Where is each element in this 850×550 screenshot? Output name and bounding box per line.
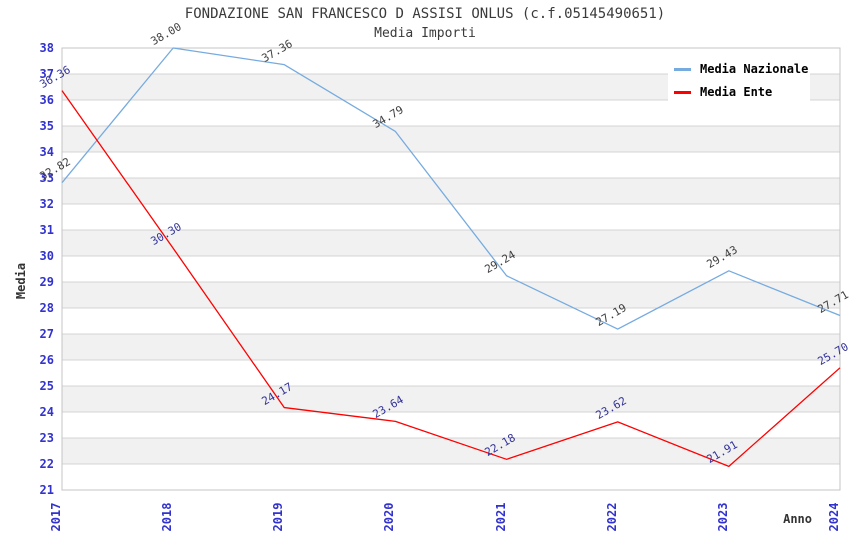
x-tick-label: 2023 [715, 502, 730, 532]
legend-label-media-nazionale: Media Nazionale [700, 62, 809, 76]
plot-band [62, 438, 840, 464]
plot-band [62, 282, 840, 308]
plot-band [62, 386, 840, 412]
y-tick-label: 26 [39, 353, 54, 367]
media-ente-line-marker [674, 90, 691, 94]
legend-item-media-nazionale: Media Nazionale [668, 58, 810, 80]
y-tick-label: 34 [39, 145, 54, 159]
plot-band [62, 230, 840, 256]
y-tick-label: 30 [39, 249, 54, 263]
y-tick-label: 36 [39, 93, 54, 107]
series-line-media-nazionale [61, 47, 841, 330]
y-tick-label: 21 [39, 483, 54, 497]
y-tick-label: 29 [39, 275, 54, 289]
x-tick-label: 2017 [49, 502, 63, 532]
plot-band [62, 126, 840, 152]
x-tick-label: 2021 [493, 502, 508, 532]
x-axis-title: Anno [783, 512, 812, 526]
y-tick-label: 27 [39, 327, 54, 341]
y-tick-label: 24 [39, 405, 54, 419]
y-tick-label: 23 [39, 431, 54, 445]
y-tick-label: 22 [39, 457, 54, 471]
chart-subtitle: Media Importi [374, 26, 476, 41]
x-tick-label: 2019 [271, 502, 286, 532]
media-nazionale-line-marker [674, 67, 691, 71]
x-tick-label: 2024 [827, 502, 841, 532]
plot-band [62, 334, 840, 360]
x-tick-label: 2018 [160, 502, 175, 532]
y-tick-label: 37 [39, 67, 54, 81]
chart-title: FONDAZIONE SAN FRANCESCO D ASSISI ONLUS … [184, 6, 666, 22]
y-tick-label: 28 [39, 301, 54, 315]
y-tick-label: 25 [39, 379, 54, 393]
y-tick-label: 33 [39, 171, 54, 185]
y-tick-label: 32 [39, 197, 54, 211]
legend-item-media-ente: Media Ente [668, 81, 810, 103]
y-tick-label: 31 [39, 223, 54, 237]
plot-border [61, 47, 841, 491]
legend-label-media-ente: Media Ente [700, 85, 773, 99]
y-tick-label: 38 [39, 41, 54, 55]
y-tick-label: 35 [39, 119, 54, 133]
legend: Media Nazionale Media Ente [668, 57, 810, 105]
series-line-media-ente [61, 90, 841, 467]
x-tick-label: 2022 [604, 502, 619, 532]
x-tick-label: 2020 [382, 502, 397, 532]
plot-band [62, 178, 840, 204]
